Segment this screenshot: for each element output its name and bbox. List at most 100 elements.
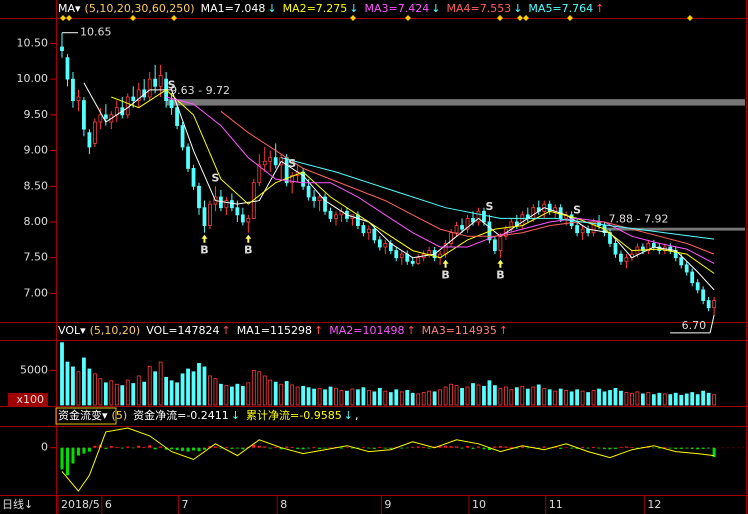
flow-bar: [476, 446, 480, 448]
candle-body: [695, 282, 700, 291]
volume-bar: [213, 378, 218, 406]
volume-bar: [454, 385, 459, 406]
indicator-name: VOL▾: [58, 324, 86, 337]
candle-body: [147, 78, 152, 98]
volume-bar: [284, 381, 289, 406]
volume-bar: [591, 390, 596, 406]
volume-bar: [695, 394, 700, 406]
flow-bar: [597, 447, 601, 449]
readout: VOL=147824: [146, 324, 219, 337]
flow-bar: [76, 447, 80, 456]
volume-bar: [71, 366, 75, 406]
candle-body: [482, 210, 486, 223]
flow-bar: [712, 447, 716, 458]
flow-bar: [608, 447, 612, 450]
flow-bar: [559, 447, 563, 449]
flow-bar: [345, 447, 349, 448]
volume-bar: [547, 389, 552, 406]
y-tick-label: 10.00: [17, 72, 49, 85]
volume-bar: [690, 392, 695, 406]
volume-bar: [197, 363, 201, 406]
volume-bar: [575, 389, 580, 406]
candle-body: [229, 200, 234, 209]
x-tick-label: 7: [182, 498, 189, 511]
readout-arrow: ↑: [595, 2, 604, 15]
flow-bar: [153, 447, 157, 450]
flow-bar: [241, 447, 245, 450]
volume-bar: [229, 386, 234, 406]
candle-body: [366, 228, 371, 234]
volume-bar: [586, 392, 590, 406]
volume-bar: [273, 381, 278, 406]
candle-body: [580, 228, 585, 234]
volume-bar: [416, 393, 421, 406]
candle-body: [191, 168, 196, 187]
volume-bar: [306, 387, 311, 406]
volume-bar: [235, 383, 240, 406]
flow-bar: [685, 447, 689, 449]
indicator-params: (5,10,20,30,60,250): [85, 2, 195, 15]
volume-bar: [630, 392, 634, 406]
flow-bar: [104, 447, 108, 449]
y-tick-label: 8.50: [24, 179, 49, 192]
flow-bar: [570, 447, 574, 449]
indicator-header: 资金流变▾ (5) 资金净流=-0.2411 ↓ 累计净流=-0.9585 ↓,: [58, 408, 358, 422]
candle-body: [476, 210, 481, 223]
band-label: 7.88 - 7.92: [609, 213, 669, 226]
volume-bar: [136, 375, 141, 406]
volume-bar: [405, 390, 410, 406]
candle-body: [169, 100, 174, 109]
volume-bar: [597, 388, 601, 406]
readout-arrow: ↑: [499, 324, 508, 337]
readout-arrow: ↓: [344, 409, 353, 422]
flow-bar: [159, 446, 163, 448]
volume-bar: [377, 387, 382, 406]
volume-bar: [65, 361, 70, 406]
candle-body: [323, 196, 327, 212]
flow-bar: [509, 446, 513, 448]
volume-bar: [224, 385, 229, 406]
line: [111, 89, 715, 274]
flow-bar: [290, 446, 294, 448]
candle-body: [427, 250, 432, 255]
candle-body: [449, 232, 453, 244]
volume-bar: [279, 383, 284, 406]
candle-body: [684, 264, 689, 273]
volume-bar: [640, 393, 645, 406]
volume-bar: [350, 388, 355, 406]
volume-bar: [60, 342, 64, 406]
volume-bar: [219, 383, 223, 406]
candle-body: [679, 257, 684, 266]
flow-bar: [197, 447, 201, 452]
volume-bar: [438, 389, 443, 406]
signal: B: [496, 269, 504, 282]
x-tick-label: 8: [280, 498, 287, 511]
volume-bar: [482, 385, 486, 406]
volume-bar: [317, 387, 322, 406]
y-tick-label: 9.50: [24, 108, 49, 121]
flow-bar: [668, 447, 672, 449]
line: [281, 157, 715, 240]
volume-bar: [87, 368, 92, 406]
x-tick-label: 9: [384, 498, 391, 511]
candle-body: [186, 146, 190, 169]
volume-bar: [619, 390, 623, 406]
flow-bar: [482, 447, 486, 450]
volume-bar: [635, 391, 640, 406]
candle-body: [136, 89, 141, 101]
flow-bar: [444, 445, 448, 448]
flow-bar: [350, 447, 354, 449]
flow-bar: [186, 447, 190, 452]
indicator-box[interactable]: [55, 407, 117, 425]
volume-bar: [180, 373, 185, 406]
signal-arrow: [245, 234, 252, 243]
volume-bar: [580, 390, 585, 406]
unit-box: [8, 393, 48, 406]
flow-bar: [630, 446, 634, 448]
candle-body: [153, 78, 158, 87]
volume-bar: [339, 390, 344, 406]
volume-bar: [668, 394, 673, 406]
flow-bar: [307, 447, 311, 449]
volume-bar: [202, 366, 207, 406]
readout-arrow: ↓: [431, 2, 440, 15]
